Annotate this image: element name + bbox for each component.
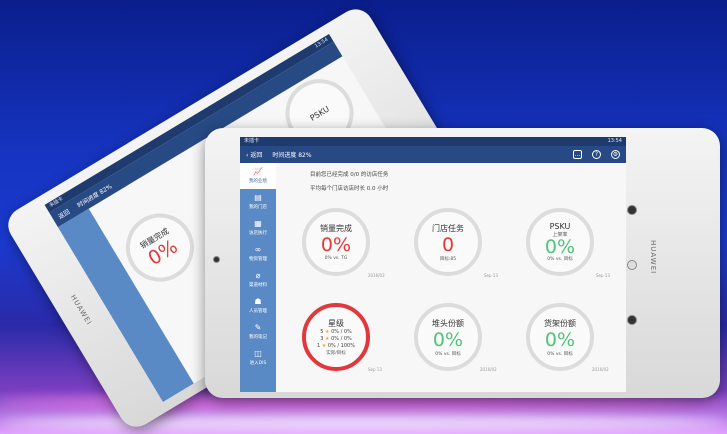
sidebar-item-performance[interactable]: 📈 我的业绩 xyxy=(240,163,276,189)
gauge-value: 0% xyxy=(432,328,464,351)
gauge-footer: 实际/目标 xyxy=(326,351,346,356)
back-label: 返回 xyxy=(250,152,263,159)
help-icon[interactable]: ? xyxy=(592,150,601,159)
gauge-date: Sep 13 xyxy=(484,273,498,278)
gauge-date: 2016/02 xyxy=(592,367,609,372)
sidebar-item-channel[interactable]: ⌀ 渠道材料 xyxy=(240,267,276,293)
gauge-subtitle: 上架率 xyxy=(552,232,568,238)
star-value: 0% / 0% xyxy=(331,329,352,335)
gauge-shelf-share[interactable]: 货架份额 0% 0% vs. 目标 xyxy=(526,303,594,371)
sidebar-item-staff[interactable]: ☗ 人员管理 xyxy=(240,293,276,319)
clipboard-icon: ▦ xyxy=(254,219,262,228)
status-bar: 未插卡 13:54 xyxy=(240,137,626,146)
sidebar-item-notes[interactable]: ✎ 我的笔记 xyxy=(240,319,276,345)
sidebar-item-materials[interactable]: ∞ 物资管理 xyxy=(240,241,276,267)
carrier: 未插卡 xyxy=(244,138,260,144)
gauge-value: 0% xyxy=(544,236,576,258)
home-button-2[interactable] xyxy=(627,260,637,270)
camera-icon xyxy=(213,256,220,263)
grid-icon: ∞ xyxy=(254,245,262,254)
gauge-psku[interactable]: PSKU 上架率 0% 0% vs. 目标 xyxy=(526,208,594,276)
gauge-footer: 0% vs. 目标 xyxy=(435,351,461,357)
gauge-star-rating[interactable]: 星级 5 ★ 0% / 0% 3 ★ 0% / 0% 1 ★ 0% / 100%… xyxy=(302,303,370,371)
sidebar-item-label: 进入DIS xyxy=(249,361,267,366)
gauge-date: Sep 13 xyxy=(596,273,610,278)
front-tablet: 未插卡 13:54 ‹ 返回 时间进度 82% … ? ⚙ 📈 我的业绩 ▤ 我的门… xyxy=(205,128,720,398)
sidebar-item-label: 我的笔记 xyxy=(249,335,267,340)
back-button[interactable]: 返回 xyxy=(57,208,72,221)
summary-line-2: 平均每个门店访店时长 0.0 小时 xyxy=(310,186,389,192)
settings-icon[interactable]: ⚙ xyxy=(611,150,620,159)
star-level: 1 xyxy=(317,343,321,349)
star-icon: ★ xyxy=(321,343,327,349)
gauge-title: PSKU xyxy=(549,222,571,231)
light-streak xyxy=(0,415,727,431)
sidebar-item-label: 人员管理 xyxy=(249,309,267,314)
gauge-date: 2016/02 xyxy=(368,273,385,278)
gauge-value: 0% xyxy=(320,234,352,256)
gauge-footer: 0% vs. TG xyxy=(324,256,348,261)
gauge-footer: 0% vs. 目标 xyxy=(547,351,573,357)
star-icon: ★ xyxy=(324,336,330,342)
list-icon: ◫ xyxy=(254,349,262,358)
gauge-store-tasks[interactable]: 门店任务 0 目标:85 xyxy=(414,208,482,276)
gauge-title: 星级 xyxy=(328,319,344,328)
star-row: 3 ★ 0% / 0% xyxy=(320,336,352,343)
sidebar-item-visit[interactable]: ▦ 访店执行 xyxy=(240,215,276,241)
paperclip-icon: ⌀ xyxy=(255,271,261,280)
clock: 13:54 xyxy=(607,138,622,144)
brand-logo: HUAWEI xyxy=(649,240,657,275)
chart-icon: 📈 xyxy=(253,167,263,176)
header: ‹ 返回 时间进度 82% … ? ⚙ xyxy=(240,146,626,163)
sidebar-item-label: 物资管理 xyxy=(249,257,267,262)
sidebar-item-stores[interactable]: ▤ 我的门店 xyxy=(240,189,276,215)
gauge-footer: 目标:85 xyxy=(439,256,457,262)
dashboard: 目前您已经完成 0/0 的访店任务 平均每个门店访店时长 0.0 小时 销量完成… xyxy=(276,163,626,392)
summary-line-1: 目前您已经完成 0/0 的访店任务 xyxy=(310,172,389,178)
gauge-title: 货架份额 xyxy=(544,318,576,328)
gauge-title: 销量完成 xyxy=(320,224,352,233)
gauge-sales[interactable]: 销量完成 0% 0% vs. TG xyxy=(302,208,370,276)
app-screen: 未插卡 13:54 ‹ 返回 时间进度 82% … ? ⚙ 📈 我的业绩 ▤ 我的门… xyxy=(240,137,626,392)
brand-logo: HUAWEI xyxy=(68,293,94,327)
back-button[interactable]: ‹ 返回 xyxy=(246,152,263,159)
progress-label: 时间进度 82% xyxy=(272,152,312,159)
gauge-title: 门店任务 xyxy=(432,223,464,233)
gauge-date: Sep 13 xyxy=(368,367,382,372)
star-row: 5 ★ 0% / 0% xyxy=(320,329,352,336)
store-icon: ▤ xyxy=(254,193,262,202)
gauge-display-share[interactable]: 堆头份额 0% 0% vs. 目标 xyxy=(414,303,482,371)
star-level: 5 xyxy=(320,329,324,335)
gauge-footer: 0% vs. 目标 xyxy=(547,257,573,262)
star-level: 3 xyxy=(320,336,324,342)
star-value: 0% / 0% xyxy=(331,336,352,342)
message-icon[interactable]: … xyxy=(573,150,582,159)
star-row: 1 ★ 0% / 100% xyxy=(317,343,355,350)
star-value: 0% / 100% xyxy=(327,343,355,349)
sidebar-item-label: 我的业绩 xyxy=(249,179,267,184)
people-icon: ☗ xyxy=(254,297,262,306)
sidebar-item-label: 渠道材料 xyxy=(249,283,267,288)
gauge-value: 0% xyxy=(544,328,576,351)
sidebar-item-label: 我的门店 xyxy=(249,205,267,210)
star-icon: ★ xyxy=(324,329,330,335)
nav-button[interactable] xyxy=(627,315,637,325)
gauge-value: 0 xyxy=(441,233,455,256)
sidebar-item-dis[interactable]: ◫ 进入DIS xyxy=(240,345,276,371)
home-button[interactable] xyxy=(627,205,637,215)
note-icon: ✎ xyxy=(254,323,262,332)
gauge-title: PSKU xyxy=(308,103,331,123)
gauge-date: 2016/02 xyxy=(480,367,497,372)
sidebar: 📈 我的业绩 ▤ 我的门店 ▦ 访店执行 ∞ 物资管理 ⌀ 渠道材料 ☗ 人员管理 ✎ 我的笔… xyxy=(240,163,276,392)
sidebar-item-label: 访店执行 xyxy=(249,231,267,236)
gauge-title: 堆头份额 xyxy=(432,318,464,328)
